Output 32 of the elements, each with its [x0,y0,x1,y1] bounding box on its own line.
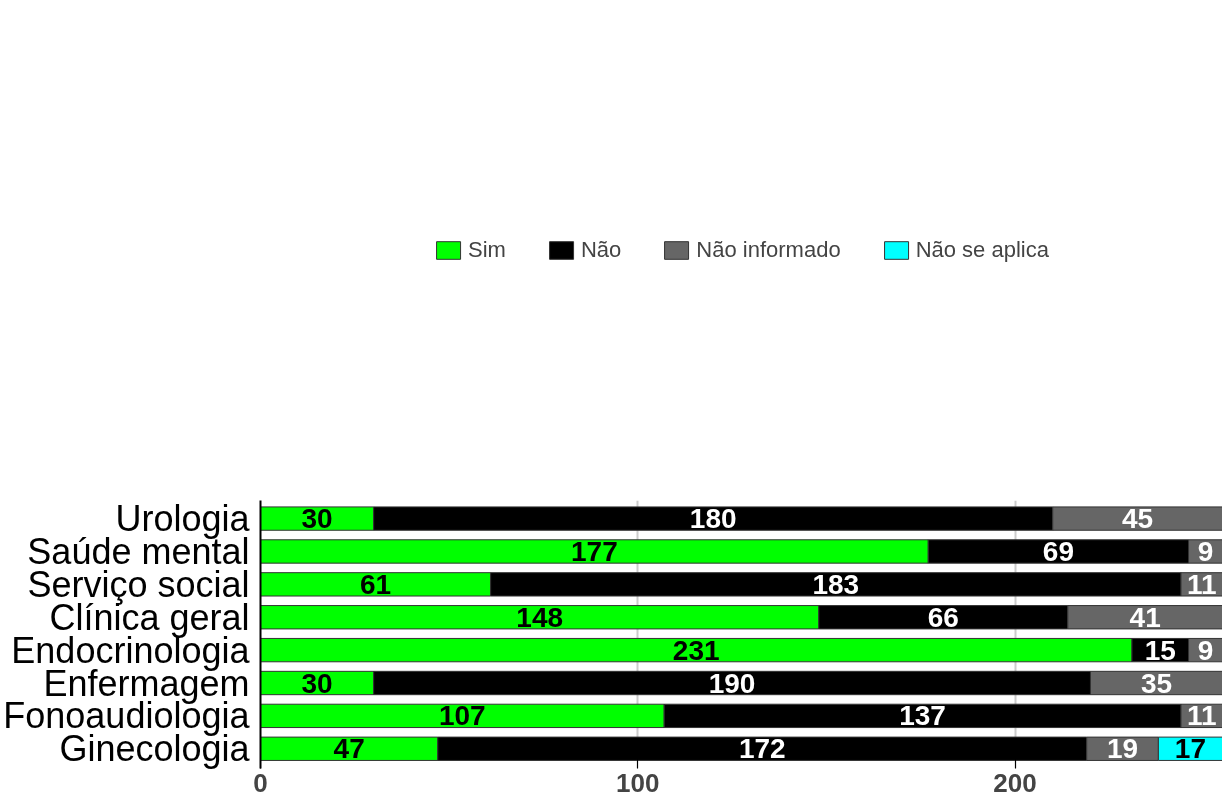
data-label: 148 [516,601,564,633]
data-label: 9 [1197,535,1214,567]
data-label: 41 [1129,601,1161,633]
data-label: 11 [1186,568,1217,600]
data-label: 137 [899,700,946,732]
data-label: 35 [1140,667,1173,699]
data-label: 61 [359,568,392,600]
data-label: 69 [1042,535,1074,567]
legend-label: Não informado [696,237,841,263]
data-label: 9 [1197,634,1214,666]
data-label: 30 [301,667,333,699]
data-label: 17 [1174,733,1207,765]
x-tick-label: 100 [616,767,660,794]
x-tick-label: 200 [993,767,1037,794]
x-tick-label: 0 [253,767,268,794]
data-label: 180 [689,503,737,535]
data-label: 30 [301,503,333,535]
legend-label: Não se aplica [915,237,1049,263]
legend-label: Não [580,237,622,263]
data-label: 47 [333,733,365,765]
data-label: 183 [812,568,860,600]
data-label: 172 [738,733,786,765]
data-label: 19 [1106,733,1139,765]
data-label: 45 [1122,503,1154,535]
data-label: 15 [1144,634,1176,666]
legend-label: Sim [468,237,506,263]
data-label: 177 [571,535,618,567]
data-label: 231 [672,634,720,666]
data-label: 11 [1186,700,1217,732]
data-label: 107 [438,700,486,732]
data-label: 66 [927,601,959,633]
data-label: 190 [708,667,756,699]
